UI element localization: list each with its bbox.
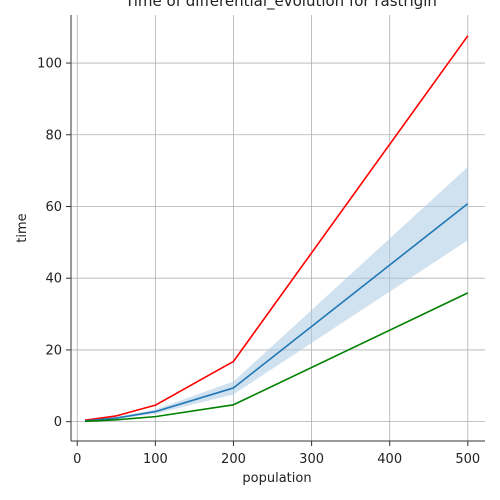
x-tick-label: 0 [73, 452, 81, 467]
y-tick-label: 60 [45, 200, 62, 215]
x-tick-label: 300 [299, 452, 324, 467]
tick-marks: 0 100 200 300 400 500 0 20 40 60 80 100 [37, 57, 480, 467]
confidence-band [85, 167, 468, 422]
y-tick-label: 0 [54, 415, 62, 430]
x-tick-label: 400 [377, 452, 402, 467]
chart-title: Time of differential_evolution for rastr… [124, 0, 437, 11]
series-line-0 [84, 35, 469, 421]
series-lines [84, 35, 469, 423]
y-tick-label: 100 [37, 57, 62, 72]
y-axis-label: time [15, 213, 30, 242]
y-tick-label: 20 [45, 343, 62, 358]
x-tick-label: 100 [143, 452, 168, 467]
x-tick-label: 200 [221, 452, 246, 467]
series-line-1 [84, 202, 469, 422]
x-axis-label: population [242, 471, 311, 486]
confidence-bands [85, 167, 468, 422]
y-tick-label: 40 [45, 272, 62, 287]
series-line-2 [85, 292, 469, 423]
x-tick-label: 500 [455, 452, 480, 467]
axes [70, 15, 485, 442]
y-tick-label: 80 [45, 128, 62, 143]
